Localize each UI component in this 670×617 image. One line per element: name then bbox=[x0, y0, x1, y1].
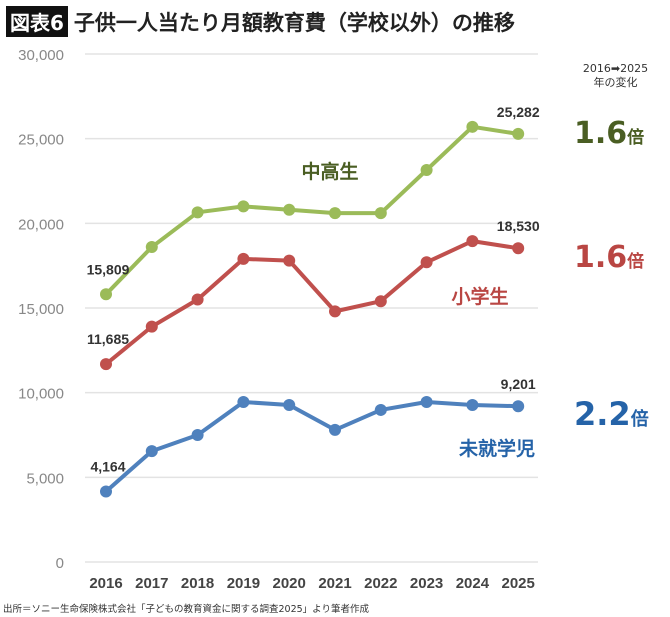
change-junior-high: 1.6倍 bbox=[574, 116, 645, 151]
data-point bbox=[374, 295, 387, 308]
data-point bbox=[420, 256, 433, 269]
data-point bbox=[512, 400, 525, 413]
y-tick-label: 30,000 bbox=[18, 47, 64, 64]
data-point bbox=[100, 485, 112, 498]
series-label: 未就学児 bbox=[458, 437, 535, 460]
data-label: 9,201 bbox=[501, 376, 536, 392]
series-line bbox=[104, 399, 519, 493]
series-label: 小学生 bbox=[451, 285, 508, 308]
data-point bbox=[283, 203, 296, 216]
x-tick-label: 2019 bbox=[227, 575, 260, 592]
series-label: 中高生 bbox=[301, 160, 358, 183]
data-point bbox=[466, 399, 479, 412]
data-point bbox=[237, 200, 250, 213]
data-point bbox=[237, 252, 250, 265]
data-point bbox=[420, 163, 433, 176]
x-tick-label: 2020 bbox=[273, 575, 306, 592]
change-header: 2016➡2025 年の変化 bbox=[568, 62, 663, 90]
data-point bbox=[237, 395, 250, 408]
figure-badge: 図表6 bbox=[6, 6, 68, 37]
y-tick-label: 20,000 bbox=[18, 216, 64, 233]
data-point bbox=[374, 207, 387, 220]
data-point bbox=[283, 399, 296, 412]
series-line bbox=[104, 124, 519, 296]
y-tick-label: 5,000 bbox=[26, 470, 64, 487]
x-tick-label: 2025 bbox=[502, 575, 535, 592]
x-tick-label: 2016 bbox=[89, 575, 122, 592]
data-point bbox=[191, 429, 204, 441]
data-point bbox=[512, 127, 525, 140]
data-point bbox=[512, 242, 525, 255]
data-point bbox=[329, 423, 341, 436]
data-point bbox=[145, 241, 158, 254]
data-point bbox=[145, 320, 158, 333]
x-tick-label: 2017 bbox=[135, 575, 168, 592]
data-point bbox=[283, 254, 296, 267]
data-point bbox=[329, 305, 341, 318]
change-preschool: 2.2倍 bbox=[574, 395, 649, 433]
data-point bbox=[466, 120, 479, 133]
title-text: 子供一人当たり月額教育費（学校以外）の推移 bbox=[73, 10, 515, 35]
series-line bbox=[104, 239, 519, 366]
x-tick-label: 2023 bbox=[410, 575, 443, 592]
y-tick-label: 25,000 bbox=[18, 132, 64, 149]
data-label: 11,685 bbox=[87, 331, 129, 347]
data-point bbox=[420, 395, 433, 408]
data-point bbox=[100, 358, 112, 371]
data-point bbox=[466, 235, 479, 248]
data-label: 4,164 bbox=[90, 458, 125, 474]
data-point bbox=[329, 207, 341, 220]
x-tick-label: 2022 bbox=[364, 575, 397, 592]
y-tick-label: 10,000 bbox=[18, 386, 64, 403]
data-label: 18,530 bbox=[497, 218, 540, 234]
data-label: 25,282 bbox=[497, 104, 540, 120]
x-tick-label: 2021 bbox=[318, 575, 351, 592]
x-tick-label: 2018 bbox=[181, 575, 214, 592]
change-elementary: 1.6倍 bbox=[574, 240, 645, 275]
chart-title: 図表6 子供一人当たり月額教育費（学校以外）の推移 bbox=[6, 6, 515, 37]
data-label: 15,809 bbox=[87, 261, 130, 277]
data-point bbox=[374, 403, 387, 416]
data-point bbox=[100, 288, 112, 301]
y-tick-label: 15,000 bbox=[18, 301, 64, 318]
data-point bbox=[145, 445, 158, 458]
change-header-line2: 年の変化 bbox=[593, 76, 638, 89]
data-point bbox=[191, 293, 204, 306]
y-tick-label: 0 bbox=[56, 555, 64, 572]
x-tick-label: 2024 bbox=[456, 575, 490, 592]
source-note: 出所＝ソニー生命保険株式会社「子どもの教育資金に関する調査2025」より筆者作成 bbox=[3, 604, 369, 615]
change-header-line1: 2016➡2025 bbox=[582, 62, 649, 75]
data-point bbox=[191, 206, 204, 219]
